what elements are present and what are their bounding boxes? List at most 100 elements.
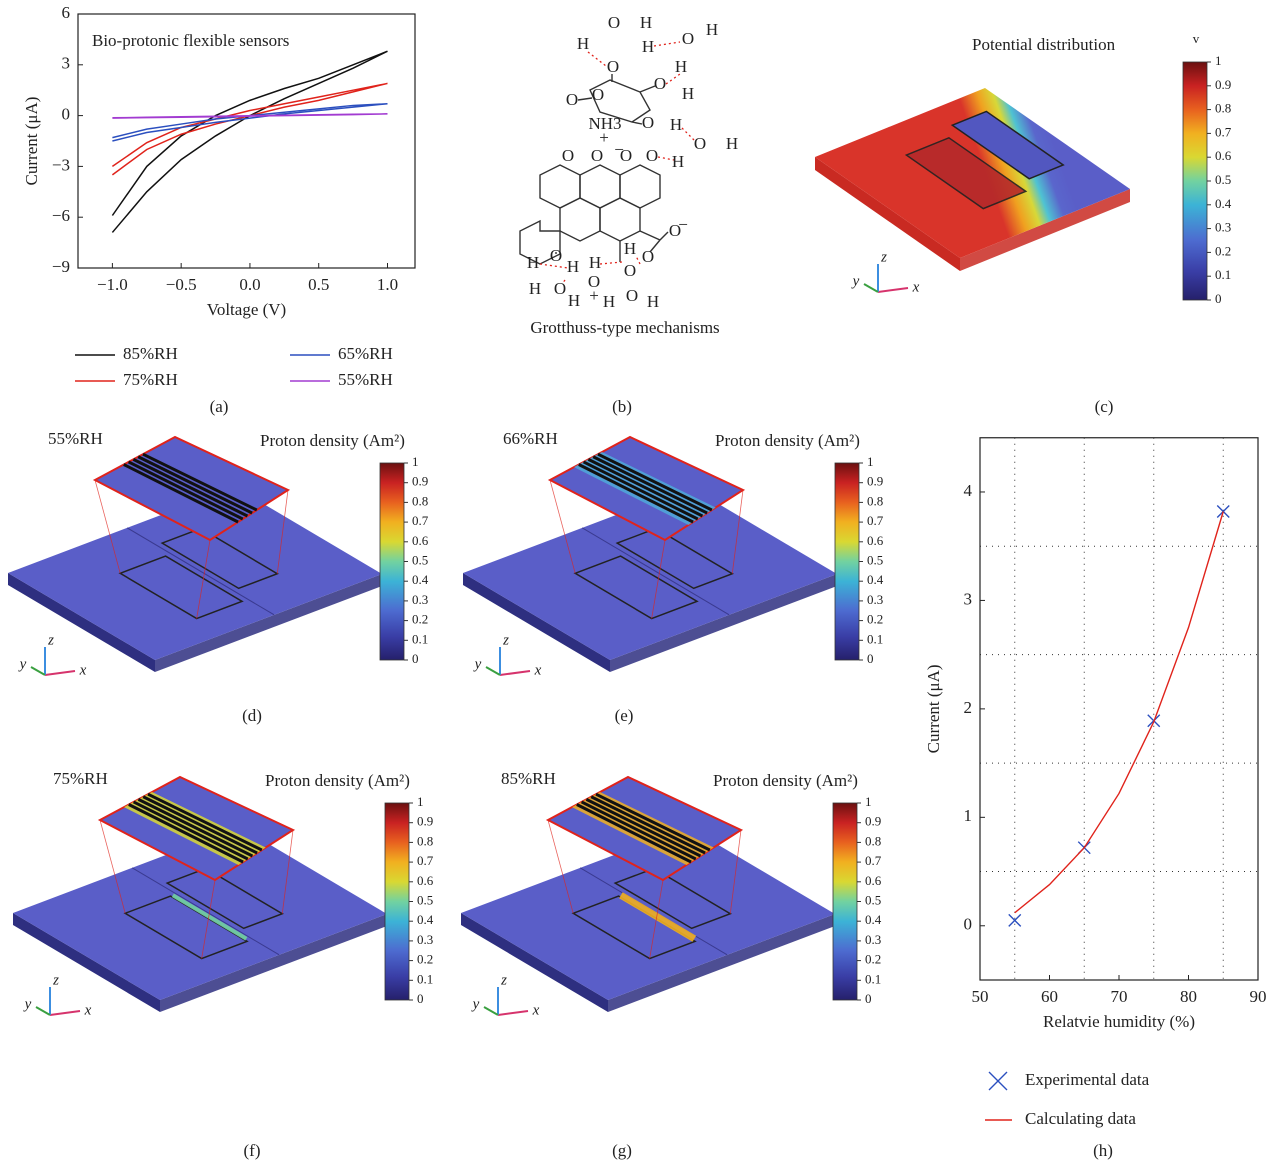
- legend-label: 85%RH: [123, 344, 178, 363]
- projection-line: [99, 819, 126, 914]
- inset-stripe: [128, 803, 244, 864]
- colorbar-tick-label: 0.5: [417, 892, 433, 907]
- atom-label: O: [682, 29, 694, 48]
- molecule-caption: Grotthuss-type mechanisms: [530, 318, 719, 337]
- x-tick-label: 80: [1180, 987, 1197, 1006]
- colorbar-tick-label: 0: [865, 991, 872, 1006]
- inset-stripe: [137, 455, 253, 515]
- axis-arrow: [497, 1010, 529, 1016]
- projection-line: [731, 489, 744, 574]
- colorbar: [834, 462, 860, 661]
- inset-stripe: [597, 452, 713, 512]
- colorbar-tick-label: 1: [412, 454, 419, 469]
- atom-label: H: [529, 279, 541, 298]
- h-bond: [653, 41, 681, 47]
- colorbar-tick-label: 0.8: [867, 493, 883, 508]
- axis-arrow: [877, 287, 909, 293]
- bond: [639, 230, 661, 241]
- atom-label: H: [726, 134, 738, 153]
- colorbar-tick-label: 0: [412, 651, 419, 666]
- projection-line: [729, 829, 742, 914]
- legend-label: Calculating data: [1025, 1109, 1136, 1128]
- colorbar: [1182, 61, 1208, 301]
- axis-arrow: [44, 670, 76, 676]
- atom-label: O: [694, 134, 706, 153]
- colorbar-tick-label: 0.8: [412, 493, 428, 508]
- colorbar-tick-label: 0.9: [867, 474, 883, 489]
- axis-arrow: [485, 666, 501, 676]
- x-tick-label: −0.5: [166, 275, 197, 294]
- data-point: [1008, 913, 1022, 927]
- y-tick-label: 2: [964, 698, 973, 717]
- atom-label: O: [554, 279, 566, 298]
- colorbar-tick-label: 0.5: [865, 892, 881, 907]
- electrode: [118, 555, 244, 620]
- ring: [599, 197, 641, 242]
- inset-stripe: [127, 460, 244, 521]
- colorbar-tick-label: 0.5: [412, 552, 428, 567]
- atom-label: H: [577, 34, 589, 53]
- bond: [659, 231, 669, 241]
- y-tick-label: 0: [964, 915, 973, 934]
- bond: [631, 121, 643, 125]
- colorbar-tick-label: 0.4: [412, 572, 429, 587]
- x-tick-label: 50: [972, 987, 989, 1006]
- legend-swatch: [988, 1071, 1008, 1091]
- ring: [559, 197, 601, 242]
- axis-name: z: [500, 972, 507, 988]
- colorbar-tick-label: 0.7: [867, 513, 884, 528]
- atom-label: O: [591, 146, 603, 165]
- atom-label: −: [678, 215, 688, 234]
- y-tick-label: −3: [52, 155, 70, 174]
- data-line: [1014, 511, 1224, 914]
- gap-line: [581, 527, 730, 616]
- colorbar-tick-label: 1: [417, 794, 424, 809]
- atom-label: O: [620, 146, 632, 165]
- slab-side: [160, 914, 387, 1012]
- projection-line: [281, 829, 294, 914]
- slab-side: [461, 913, 608, 1012]
- x-tick-label: 70: [1111, 987, 1128, 1006]
- atom-label: O: [646, 146, 658, 165]
- x-tick-label: 1.0: [377, 275, 398, 294]
- inset-stripe: [592, 455, 708, 515]
- colorbar-tick-label: 0.3: [1215, 220, 1231, 235]
- humidity-label: 85%RH: [501, 769, 556, 788]
- x-tick-label: −1.0: [97, 275, 128, 294]
- electrode: [573, 555, 699, 620]
- colorbar-tick-label: 0.9: [1215, 77, 1231, 92]
- bond: [577, 97, 593, 101]
- y-axis-label: Current (μA): [22, 97, 41, 186]
- map-title: Proton density (Am²): [260, 431, 405, 450]
- colorbar-tick-label: 0: [867, 651, 874, 666]
- inset-stripe: [590, 795, 706, 855]
- axis-name: y: [851, 273, 860, 289]
- atom-label: H: [568, 291, 580, 310]
- projection-line: [201, 879, 216, 959]
- y-tick-label: −9: [52, 257, 70, 276]
- y-tick-label: 3: [964, 589, 973, 608]
- plot-frame: [979, 437, 1259, 981]
- y-tick-label: 4: [964, 481, 973, 500]
- colorbar: [832, 802, 858, 1001]
- slab-side: [960, 189, 1130, 271]
- inset-stripe: [147, 792, 263, 852]
- axis-arrow: [863, 283, 879, 293]
- colorbar-tick-label: 0.6: [412, 533, 429, 548]
- colorbar-tick-label: 0.6: [417, 873, 434, 888]
- colorbar-tick-label: 0.3: [412, 592, 428, 607]
- electrode: [950, 110, 1065, 180]
- axis-name: x: [79, 662, 87, 678]
- inset-stripe: [123, 463, 239, 524]
- inset-stripe: [578, 463, 694, 524]
- colorbar-tick-label: 0.8: [1215, 101, 1231, 116]
- data-point: [1216, 505, 1230, 518]
- projection-line: [547, 819, 574, 914]
- humidity-label: 66%RH: [503, 429, 558, 448]
- inset-stripe: [580, 800, 697, 861]
- inset-stripe: [587, 458, 704, 518]
- gap-line: [131, 867, 280, 956]
- atom-label: H: [603, 292, 615, 311]
- atom-label: H: [670, 115, 682, 134]
- atom-label: H: [647, 292, 659, 311]
